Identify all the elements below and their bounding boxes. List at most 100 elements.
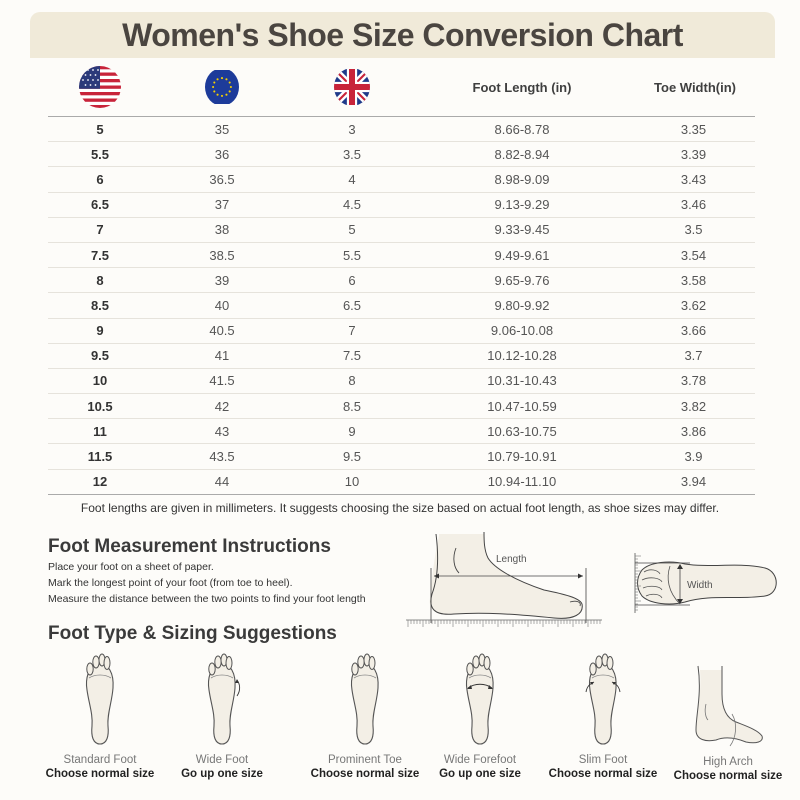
table-row: 6.5 37 4.5 9.13-9.29 3.46 xyxy=(48,192,755,218)
foot-type-name: High Arch xyxy=(703,756,753,768)
foot-length-cell: 8.66-8.78 xyxy=(412,116,632,143)
uk-size-cell: 9 xyxy=(292,418,412,445)
eu-size-cell: 40.5 xyxy=(152,318,292,344)
us-size-cell: 9 xyxy=(48,318,152,344)
toe-width-header: Toe Width(in) xyxy=(654,79,736,95)
us-column-header xyxy=(79,62,121,112)
foot-length-cell: 9.06-10.08 xyxy=(412,318,632,344)
foot-type-standard: Standard Foot Choose normal size xyxy=(40,652,160,780)
eu-size-cell: 43 xyxy=(152,418,292,445)
us-size-cell: 12 xyxy=(92,474,108,490)
uk-column-header xyxy=(334,62,370,112)
instruction-step: Measure the distance between the two poi… xyxy=(48,593,366,605)
eu-size-cell: 41.5 xyxy=(152,368,292,395)
width-label: Width xyxy=(687,580,713,591)
wide-forefoot-icon xyxy=(465,653,494,745)
eu-size-cell: 42 xyxy=(152,393,292,420)
eu-size-cell: 39 xyxy=(152,267,292,294)
slim-foot-icon xyxy=(585,653,621,745)
uk-size-cell: 5 xyxy=(292,217,412,243)
foot-type-tip: Choose normal size xyxy=(45,768,155,780)
foot-width-diagram: Width xyxy=(634,553,777,613)
size-conversion-table: 5 35 3 8.66-8.78 3.35 5.5 36 3.5 8.82-8.94 3.39 6 3… xyxy=(48,116,755,495)
uk-size-cell: 3.5 xyxy=(292,141,412,168)
foot-type-wide: Wide Foot Go up one size xyxy=(162,652,282,780)
eu-size-cell: 36 xyxy=(152,141,292,168)
foot-length-cell: 8.82-8.94 xyxy=(412,141,632,168)
foot-length-cell: 10.79-10.91 xyxy=(412,443,632,470)
table-row: 8 39 6 9.65-9.76 3.58 xyxy=(48,267,755,294)
uk-size-cell: 7.5 xyxy=(292,343,412,369)
us-size-cell: 5.5 xyxy=(48,141,152,168)
foot-length-cell: 9.49-9.61 xyxy=(412,242,632,269)
foot-length-cell: 10.63-10.75 xyxy=(412,418,632,445)
toe-width-cell: 3.35 xyxy=(632,116,755,143)
foot-length-diagram: Length xyxy=(406,531,602,627)
foot-type-tip: Go up one size xyxy=(181,768,263,780)
eu-size-cell: 43.5 xyxy=(152,443,292,470)
toe-width-cell: 3.78 xyxy=(632,368,755,395)
foot-type-name: Wide Forefoot xyxy=(443,754,517,766)
foot-type-tip: Choose normal size xyxy=(310,768,420,780)
us-size-cell: 6.5 xyxy=(48,192,152,218)
toe-width-cell: 3.66 xyxy=(632,318,755,344)
toe-width-cell: 3.86 xyxy=(632,418,755,445)
foot-type-high-arch: High Arch Choose normal size xyxy=(668,664,788,782)
us-size-cell: 11 xyxy=(48,418,152,445)
us-size-cell: 8.5 xyxy=(48,292,152,319)
measurement-heading: Foot Measurement Instructions xyxy=(48,536,331,557)
us-size-cell: 7 xyxy=(48,217,152,243)
eu-size-cell: 44 xyxy=(214,474,230,490)
us-size-cell: 8 xyxy=(48,267,152,294)
us-size-cell: 11.5 xyxy=(48,443,152,470)
high-arch-foot-icon xyxy=(695,665,763,747)
eu-size-cell: 41 xyxy=(152,343,292,369)
standard-foot-icon xyxy=(85,653,114,745)
us-size-cell: 7.5 xyxy=(48,242,152,269)
table-row: 10 41.5 8 10.31-10.43 3.78 xyxy=(48,368,755,395)
toe-width-cell: 3.39 xyxy=(632,141,755,168)
table-row: 11.5 43.5 9.5 10.79-10.91 3.9 xyxy=(48,443,755,470)
us-flag-icon xyxy=(79,66,121,108)
us-size-cell: 9.5 xyxy=(48,343,152,369)
uk-size-cell: 4 xyxy=(292,166,412,193)
foot-type-tip: Choose normal size xyxy=(548,768,658,780)
table-row: 11 43 9 10.63-10.75 3.86 xyxy=(48,418,755,445)
foot-type-name: Slim Foot xyxy=(578,754,628,766)
foot-length-cell: 9.33-9.45 xyxy=(412,217,632,243)
eu-size-cell: 40 xyxy=(152,292,292,319)
instruction-step: Place your foot on a sheet of paper. xyxy=(48,561,214,573)
foot-length-cell: 10.47-10.59 xyxy=(412,393,632,420)
toe-width-cell: 3.54 xyxy=(632,242,755,269)
foot-length-cell: 9.13-9.29 xyxy=(412,192,632,218)
foot-length-cell: 8.98-9.09 xyxy=(412,166,632,193)
foot-type-prominent-toe: Prominent Toe Choose normal size xyxy=(305,652,425,780)
eu-size-cell: 38 xyxy=(152,217,292,243)
foot-length-cell: 9.65-9.76 xyxy=(412,267,632,294)
foot-type-tip: Go up one size xyxy=(439,768,521,780)
table-row: 7.5 38.5 5.5 9.49-9.61 3.54 xyxy=(48,242,755,269)
uk-size-cell: 3 xyxy=(292,116,412,143)
table-row: 10.5 42 8.5 10.47-10.59 3.82 xyxy=(48,393,755,420)
foot-type-name: Prominent Toe xyxy=(328,754,402,766)
table-row: 9 40.5 7 9.06-10.08 3.66 xyxy=(48,318,755,344)
foot-type-slim: Slim Foot Choose normal size xyxy=(543,652,663,780)
table-row: 5 35 3 8.66-8.78 3.35 xyxy=(48,116,755,143)
toe-width-cell: 3.58 xyxy=(632,267,755,294)
toe-width-cell: 3.94 xyxy=(680,474,707,490)
foot-type-name: Wide Foot xyxy=(195,754,249,766)
uk-size-cell: 5.5 xyxy=(292,242,412,269)
prominent-toe-foot-icon xyxy=(350,653,379,745)
eu-size-cell: 35 xyxy=(152,116,292,143)
eu-column-header xyxy=(205,62,239,112)
foot-type-heading: Foot Type & Sizing Suggestions xyxy=(48,623,337,644)
title-banner: Women's Shoe Size Conversion Chart xyxy=(30,12,775,58)
toe-width-cell: 3.9 xyxy=(632,443,755,470)
uk-size-cell: 6 xyxy=(292,267,412,294)
toe-width-cell: 3.46 xyxy=(632,192,755,218)
table-note: Foot lengths are given in millimeters. I… xyxy=(80,501,720,515)
eu-size-cell: 37 xyxy=(152,192,292,218)
instruction-step: Mark the longest point of your foot (fro… xyxy=(48,577,293,589)
foot-length-header: Foot Length (in) xyxy=(472,79,572,95)
table-row: 5.5 36 3.5 8.82-8.94 3.39 xyxy=(48,141,755,168)
